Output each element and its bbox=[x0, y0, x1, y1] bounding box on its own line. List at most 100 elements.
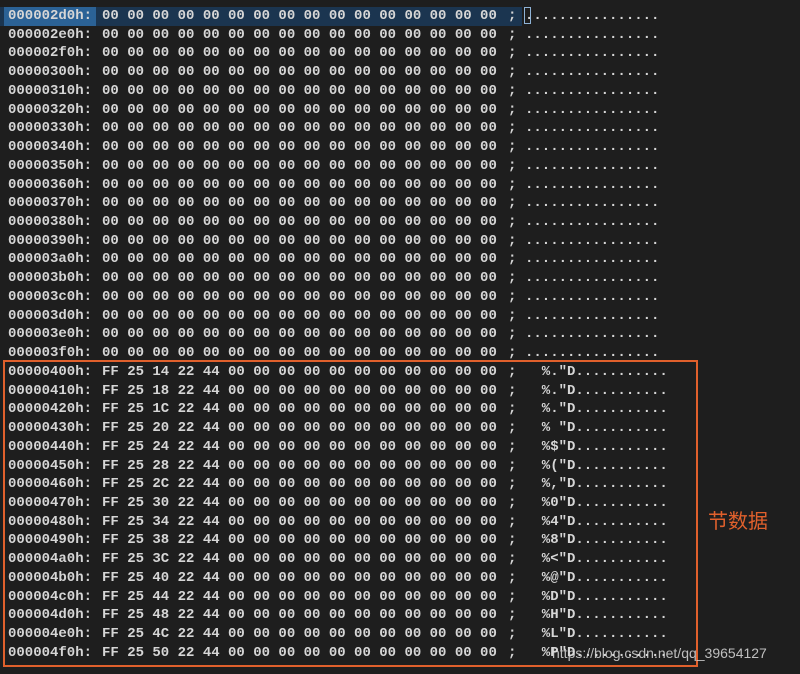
address: 000003e0h: bbox=[8, 326, 93, 343]
hex-bytes: 00 00 00 00 00 00 00 00 00 00 00 00 00 0… bbox=[102, 101, 497, 118]
address: 000002f0h: bbox=[8, 45, 93, 62]
ascii-text: %,"D........... bbox=[525, 476, 668, 493]
hex-row: 000004c0h: FF 25 44 22 44 00 00 00 00 00 … bbox=[0, 588, 800, 607]
ascii-text: %4"D........... bbox=[525, 513, 668, 530]
address: 00000330h: bbox=[8, 120, 93, 137]
separator: ; bbox=[508, 532, 517, 549]
ascii-text: %D"D........... bbox=[525, 588, 668, 605]
ascii-text: %L"D........... bbox=[525, 626, 668, 643]
hex-row: 000004d0h: FF 25 48 22 44 00 00 00 00 00 … bbox=[0, 606, 800, 625]
hex-bytes: 00 00 00 00 00 00 00 00 00 00 00 00 00 0… bbox=[102, 45, 497, 62]
hex-row: 00000440h: FF 25 24 22 44 00 00 00 00 00 … bbox=[0, 438, 800, 457]
annotation: 节数据 bbox=[708, 509, 768, 533]
address: 00000380h: bbox=[8, 214, 93, 231]
hex-row: 000003f0h: 00 00 00 00 00 00 00 00 00 00 … bbox=[0, 344, 800, 363]
separator: ; bbox=[508, 120, 517, 137]
hex-bytes: FF 25 34 22 44 00 00 00 00 00 00 00 00 0… bbox=[102, 513, 497, 530]
ascii-text: %("D........... bbox=[525, 457, 668, 474]
ascii-text: ................ bbox=[525, 101, 660, 118]
separator: ; bbox=[508, 270, 517, 287]
hex-bytes: FF 25 44 22 44 00 00 00 00 00 00 00 00 0… bbox=[102, 588, 497, 605]
hex-row: 000004e0h: FF 25 4C 22 44 00 00 00 00 00 … bbox=[0, 625, 800, 644]
ascii-text: ................ bbox=[525, 232, 660, 249]
ascii-text: ................ bbox=[525, 120, 660, 137]
address: 000002d0h: bbox=[4, 7, 97, 26]
hex-bytes: FF 25 18 22 44 00 00 00 00 00 00 00 00 0… bbox=[102, 382, 497, 399]
hex-bytes: FF 25 14 22 44 00 00 00 00 00 00 00 00 0… bbox=[102, 363, 497, 380]
cursor bbox=[524, 7, 531, 24]
hex-row: 00000470h: FF 25 30 22 44 00 00 00 00 00 … bbox=[0, 494, 800, 513]
ascii-text: %H"D........... bbox=[525, 607, 668, 624]
separator: ; bbox=[508, 607, 517, 624]
ascii-text: ................ bbox=[525, 345, 660, 362]
hex-row: 000003b0h: 00 00 00 00 00 00 00 00 00 00 … bbox=[0, 269, 800, 288]
hex-row: 000002d0h: 00 00 00 00 00 00 00 00 00 00 … bbox=[0, 7, 659, 26]
hex-row: 00000360h: 00 00 00 00 00 00 00 00 00 00 … bbox=[0, 176, 800, 195]
hex-bytes: 00 00 00 00 00 00 00 00 00 00 00 00 00 0… bbox=[102, 195, 497, 212]
address: 000004d0h: bbox=[8, 607, 93, 624]
ascii-text: %8"D........... bbox=[525, 532, 668, 549]
ascii-text: ................ bbox=[525, 326, 660, 343]
address: 00000470h: bbox=[8, 494, 93, 511]
address: 00000410h: bbox=[8, 382, 93, 399]
hex-row: 00000390h: 00 00 00 00 00 00 00 00 00 00 … bbox=[0, 232, 800, 251]
ascii-text: %."D........... bbox=[525, 401, 668, 418]
hex-bytes: FF 25 30 22 44 00 00 00 00 00 00 00 00 0… bbox=[102, 494, 497, 511]
address: 00000450h: bbox=[8, 457, 93, 474]
separator: ; bbox=[508, 644, 517, 661]
address: 000004a0h: bbox=[8, 551, 93, 568]
separator: ; bbox=[508, 420, 517, 437]
hex-bytes: FF 25 3C 22 44 00 00 00 00 00 00 00 00 0… bbox=[102, 551, 497, 568]
ascii-text: ................ bbox=[525, 307, 660, 324]
hex-row: 000002e0h: 00 00 00 00 00 00 00 00 00 00 … bbox=[0, 26, 800, 45]
hex-row: 00000430h: FF 25 20 22 44 00 00 00 00 00 … bbox=[0, 419, 800, 438]
highlight-box bbox=[3, 360, 698, 667]
hex-row: 000003c0h: 00 00 00 00 00 00 00 00 00 00 … bbox=[0, 288, 800, 307]
ascii-text: ................ bbox=[525, 288, 660, 305]
ascii-text: ................ bbox=[525, 45, 660, 62]
hex-row: 00000460h: FF 25 2C 22 44 00 00 00 00 00 … bbox=[0, 475, 800, 494]
hex-row: 00000400h: FF 25 14 22 44 00 00 00 00 00 … bbox=[0, 363, 800, 382]
hex-row: 00000480h: FF 25 34 22 44 00 00 00 00 00 … bbox=[0, 513, 800, 532]
separator: ; bbox=[508, 382, 517, 399]
hex-row: 00000420h: FF 25 1C 22 44 00 00 00 00 00 … bbox=[0, 400, 800, 419]
hex-bytes: 00 00 00 00 00 00 00 00 00 00 00 00 00 0… bbox=[102, 214, 497, 231]
hex-bytes: FF 25 50 22 44 00 00 00 00 00 00 00 00 0… bbox=[102, 644, 497, 661]
address: 00000400h: bbox=[8, 363, 93, 380]
hex-bytes: 00 00 00 00 00 00 00 00 00 00 00 00 00 0… bbox=[102, 139, 497, 156]
hex-row: 000002f0h: 00 00 00 00 00 00 00 00 00 00 … bbox=[0, 44, 800, 63]
address: 00000370h: bbox=[8, 195, 93, 212]
hex-bytes: FF 25 40 22 44 00 00 00 00 00 00 00 00 0… bbox=[102, 569, 497, 586]
address: 00000350h: bbox=[8, 157, 93, 174]
ascii-text: ................ bbox=[525, 8, 660, 24]
separator: ; bbox=[508, 494, 517, 511]
hex-row: 00000380h: 00 00 00 00 00 00 00 00 00 00 … bbox=[0, 213, 800, 232]
separator: ; bbox=[508, 288, 517, 305]
address: 00000480h: bbox=[8, 513, 93, 530]
separator: ; bbox=[508, 457, 517, 474]
hex-row: 00000450h: FF 25 28 22 44 00 00 00 00 00 … bbox=[0, 457, 800, 476]
ascii-text: ................ bbox=[525, 214, 660, 231]
separator: ; bbox=[508, 569, 517, 586]
ascii-text: ................ bbox=[525, 195, 660, 212]
hex-row: 00000410h: FF 25 18 22 44 00 00 00 00 00 … bbox=[0, 382, 800, 401]
hex-bytes: 00 00 00 00 00 00 00 00 00 00 00 00 00 0… bbox=[102, 157, 497, 174]
address: 00000490h: bbox=[8, 532, 93, 549]
hex-bytes: FF 25 28 22 44 00 00 00 00 00 00 00 00 0… bbox=[102, 457, 497, 474]
hex-bytes: 00 00 00 00 00 00 00 00 00 00 00 00 00 0… bbox=[102, 270, 497, 287]
separator: ; bbox=[508, 326, 517, 343]
separator: ; bbox=[508, 176, 517, 193]
address: 00000430h: bbox=[8, 420, 93, 437]
separator: ; bbox=[508, 476, 517, 493]
hex-row: 00000370h: 00 00 00 00 00 00 00 00 00 00 … bbox=[0, 194, 800, 213]
separator: ; bbox=[508, 45, 517, 62]
hex-bytes: 00 00 00 00 00 00 00 00 00 00 00 00 00 0… bbox=[102, 288, 497, 305]
address: 000003d0h: bbox=[8, 307, 93, 324]
address: 00000340h: bbox=[8, 139, 93, 156]
ascii-text: ................ bbox=[525, 64, 660, 81]
watermark: https://blog.csdn.net/qq_39654127 bbox=[552, 645, 767, 661]
separator: ; bbox=[508, 8, 517, 24]
hex-row: 00000350h: 00 00 00 00 00 00 00 00 00 00 … bbox=[0, 157, 800, 176]
hex-row: 00000490h: FF 25 38 22 44 00 00 00 00 00 … bbox=[0, 531, 800, 550]
